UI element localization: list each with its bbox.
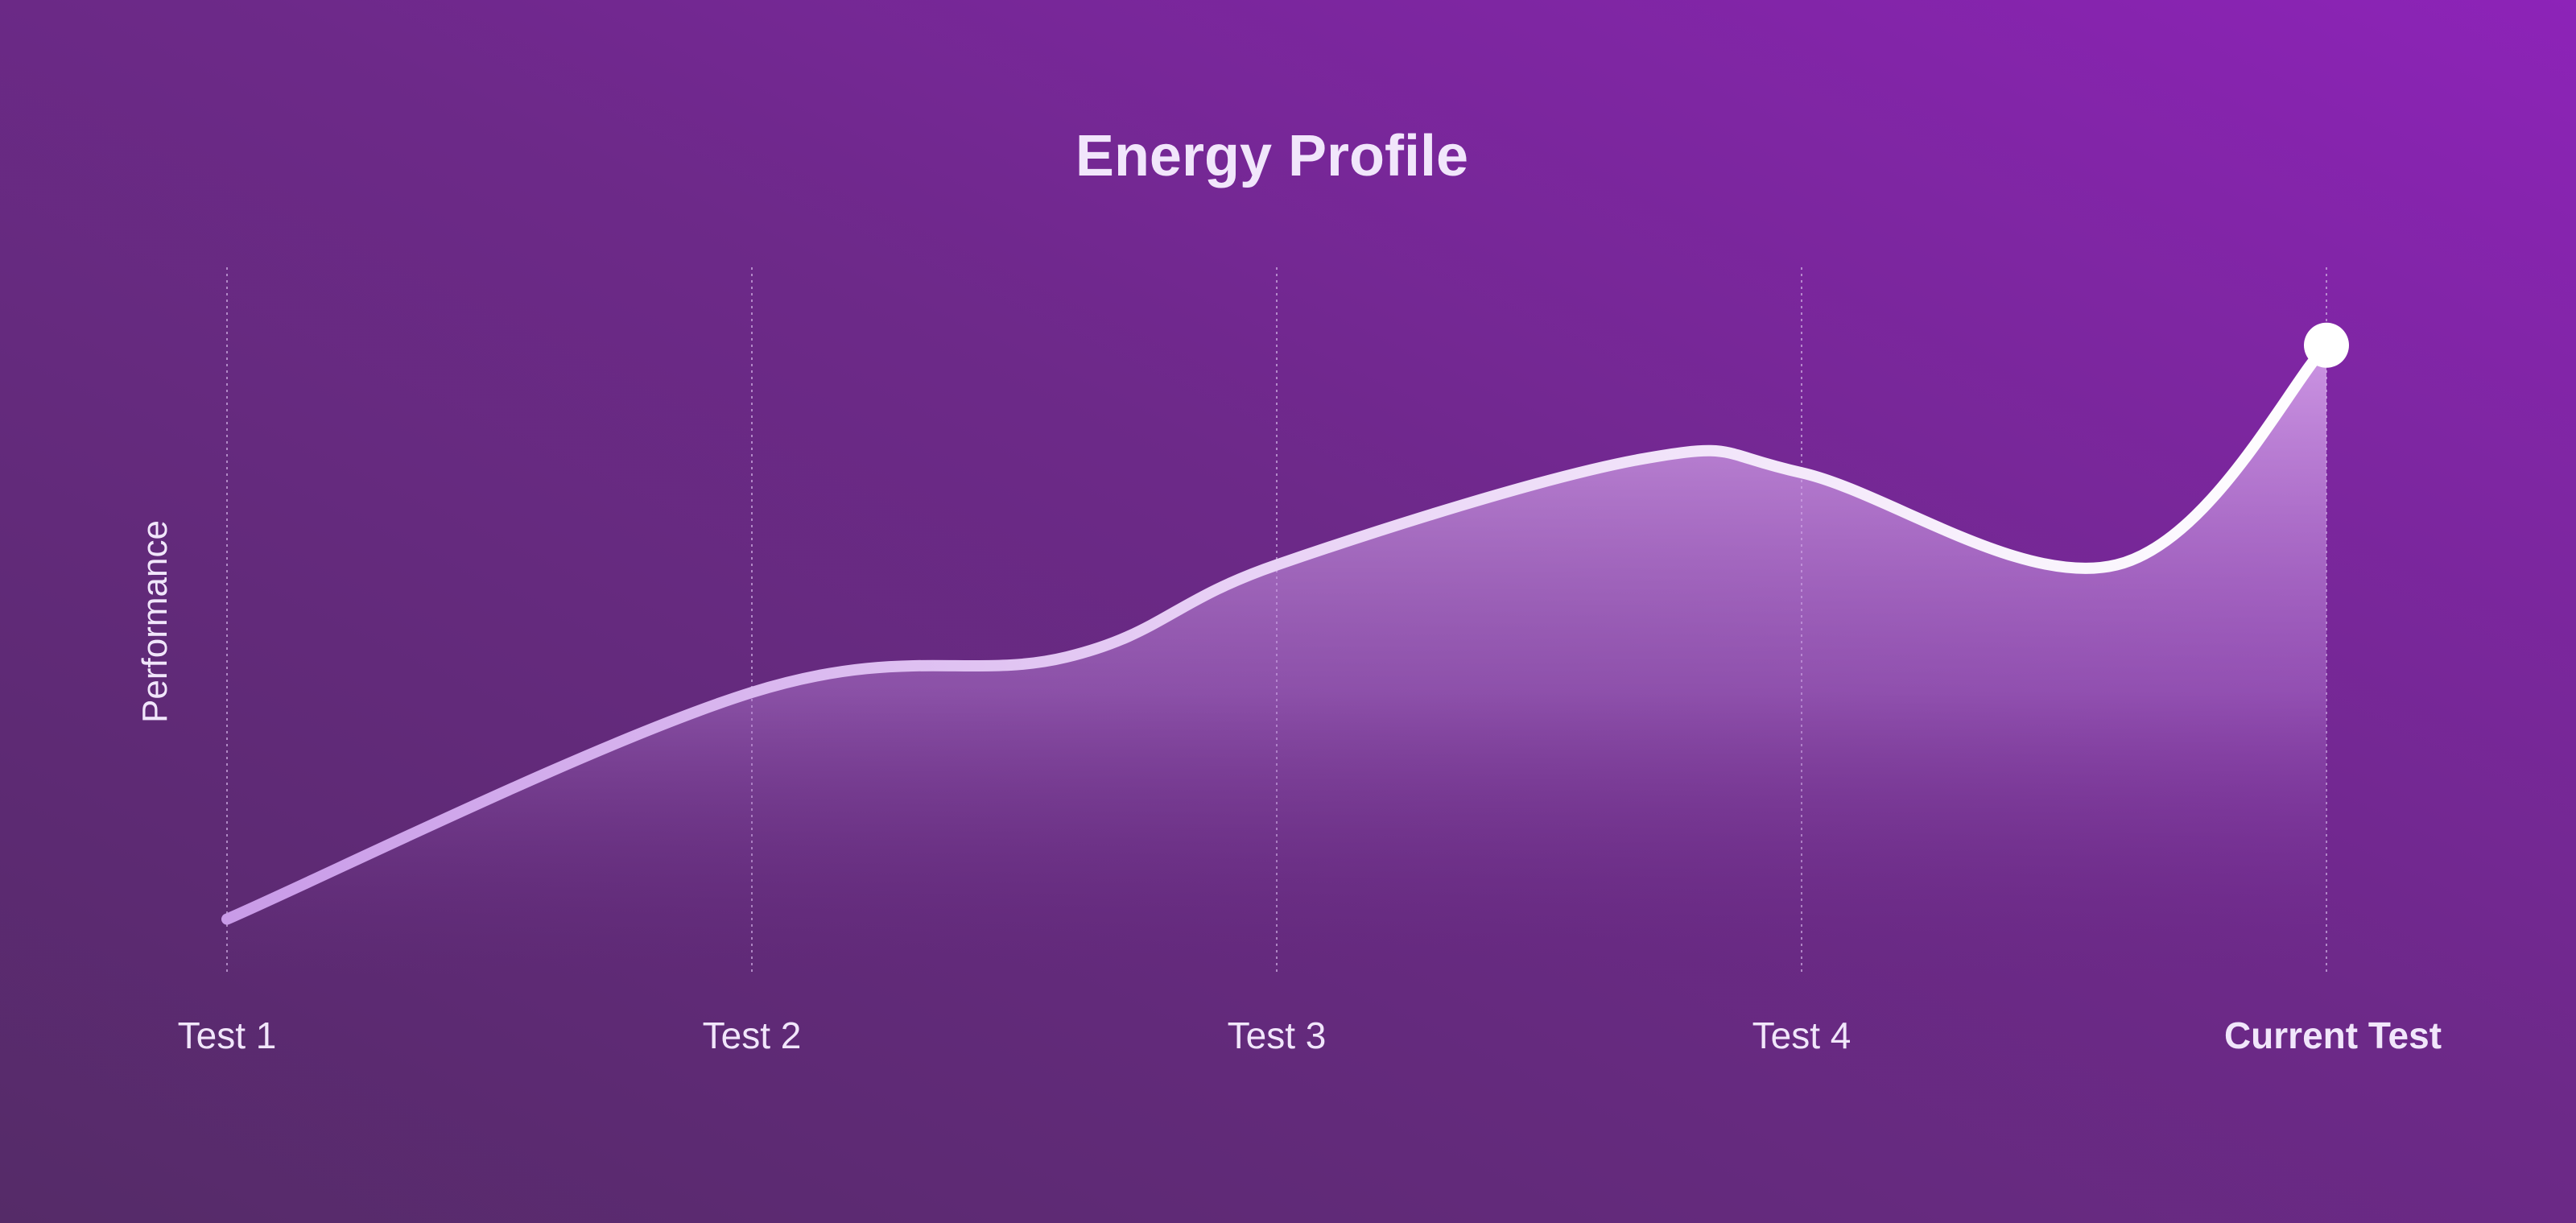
x-tick-label: Test 2 xyxy=(703,1014,802,1056)
chart-title: Energy Profile xyxy=(1075,124,1468,188)
x-tick-label: Test 4 xyxy=(1752,1014,1852,1056)
x-tick-label: Test 1 xyxy=(178,1014,277,1056)
current-test-marker xyxy=(2304,322,2349,368)
performance-area xyxy=(227,345,2326,976)
x-tick-label: Current Test xyxy=(2224,1014,2442,1056)
x-axis-ticks: Test 1 Test 2 Test 3 Test 4 Current Test xyxy=(178,1014,2442,1056)
y-axis-label: Performance xyxy=(135,520,175,723)
performance-line xyxy=(221,339,2332,925)
x-tick-label: Test 3 xyxy=(1228,1014,1327,1056)
